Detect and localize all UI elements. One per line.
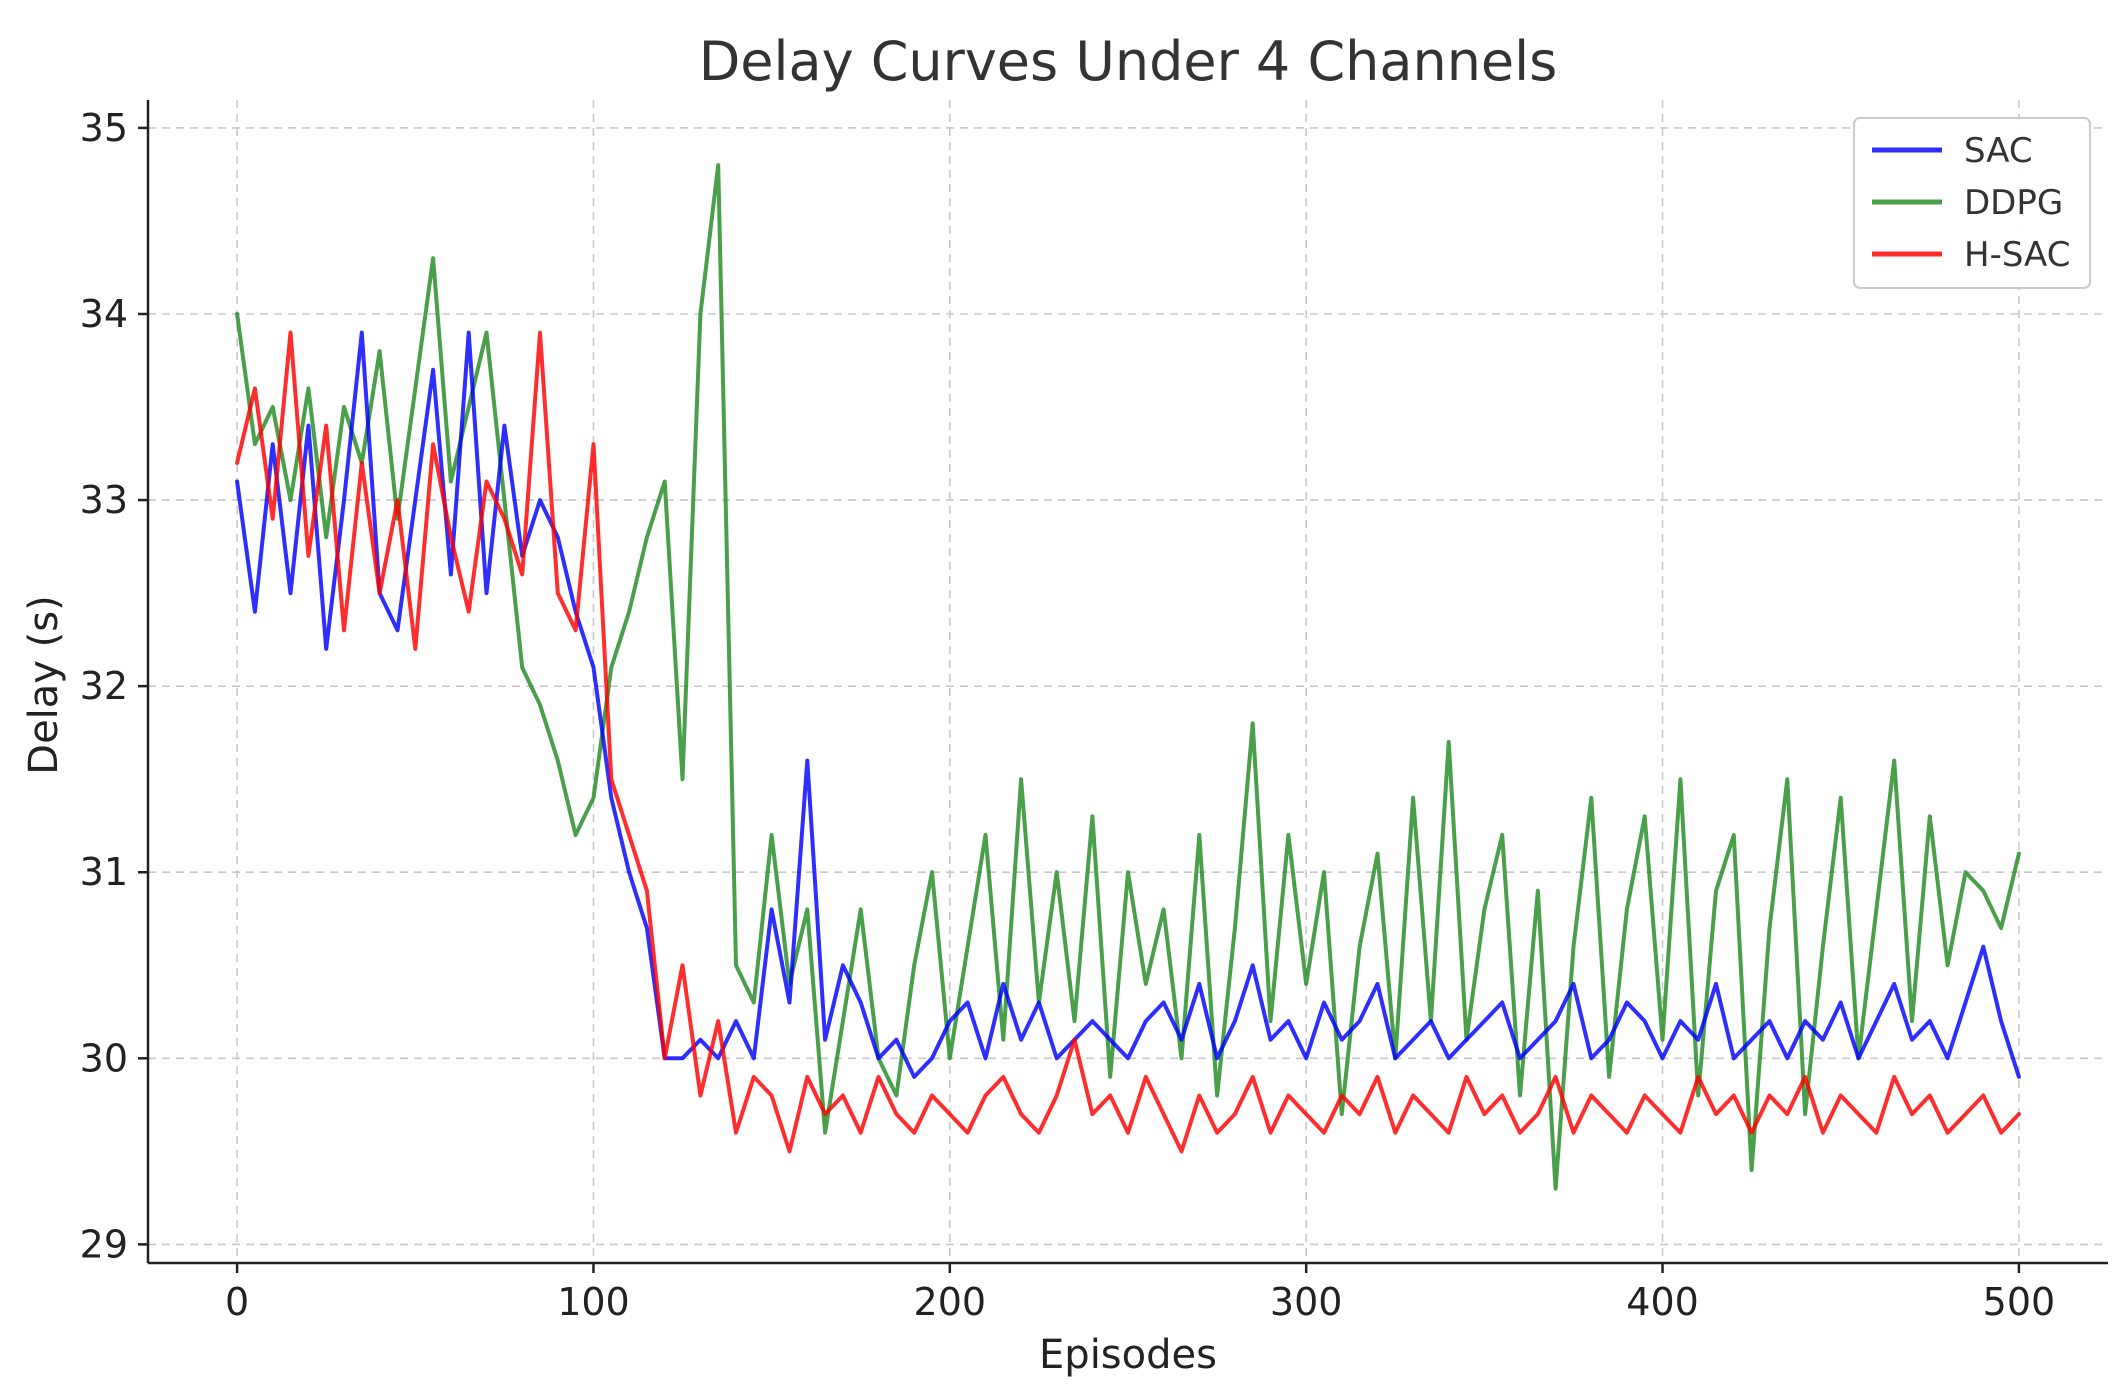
legend-label-h-sac: H-SAC bbox=[1964, 235, 2070, 275]
legend-label-sac: SAC bbox=[1964, 131, 2033, 171]
x-tick-label: 0 bbox=[225, 1280, 249, 1324]
series-line-ddpg bbox=[235, 163, 2021, 1191]
x-tick-label: 100 bbox=[557, 1280, 630, 1324]
y-tick-label: 31 bbox=[80, 850, 128, 894]
y-ticks: 29 30 31 32 33 34 35 bbox=[80, 106, 148, 1266]
grid bbox=[148, 100, 2108, 1263]
legend-items: SAC DDPG H-SAC bbox=[1872, 131, 2070, 275]
y-tick-label: 33 bbox=[80, 478, 128, 522]
legend: SAC DDPG H-SAC bbox=[1853, 117, 2091, 289]
x-tick-label: 400 bbox=[1626, 1280, 1699, 1324]
x-axis-label: Episodes bbox=[1039, 1332, 1217, 1378]
x-ticks: 0 100 200 300 400 500 bbox=[225, 1263, 2055, 1324]
y-tick-label: 30 bbox=[80, 1036, 128, 1080]
y-axis-label: Delay (s) bbox=[21, 595, 67, 774]
x-tick-label: 300 bbox=[1270, 1280, 1343, 1324]
y-tick-label: 32 bbox=[80, 664, 128, 708]
x-tick-label: 500 bbox=[1983, 1280, 2056, 1324]
chart-title: Delay Curves Under 4 Channels bbox=[699, 30, 1558, 93]
series-layer bbox=[235, 163, 2021, 1191]
legend-frame bbox=[1853, 117, 2091, 289]
y-tick-label: 35 bbox=[80, 106, 128, 150]
y-tick-label: 29 bbox=[80, 1222, 128, 1266]
legend-label-ddpg: DDPG bbox=[1964, 183, 2063, 223]
series-line-sac bbox=[235, 330, 2021, 1079]
series-line-h-sac bbox=[235, 330, 2021, 1154]
axes bbox=[146, 100, 2108, 1265]
x-tick-label: 200 bbox=[914, 1280, 987, 1324]
y-tick-label: 34 bbox=[80, 292, 128, 336]
